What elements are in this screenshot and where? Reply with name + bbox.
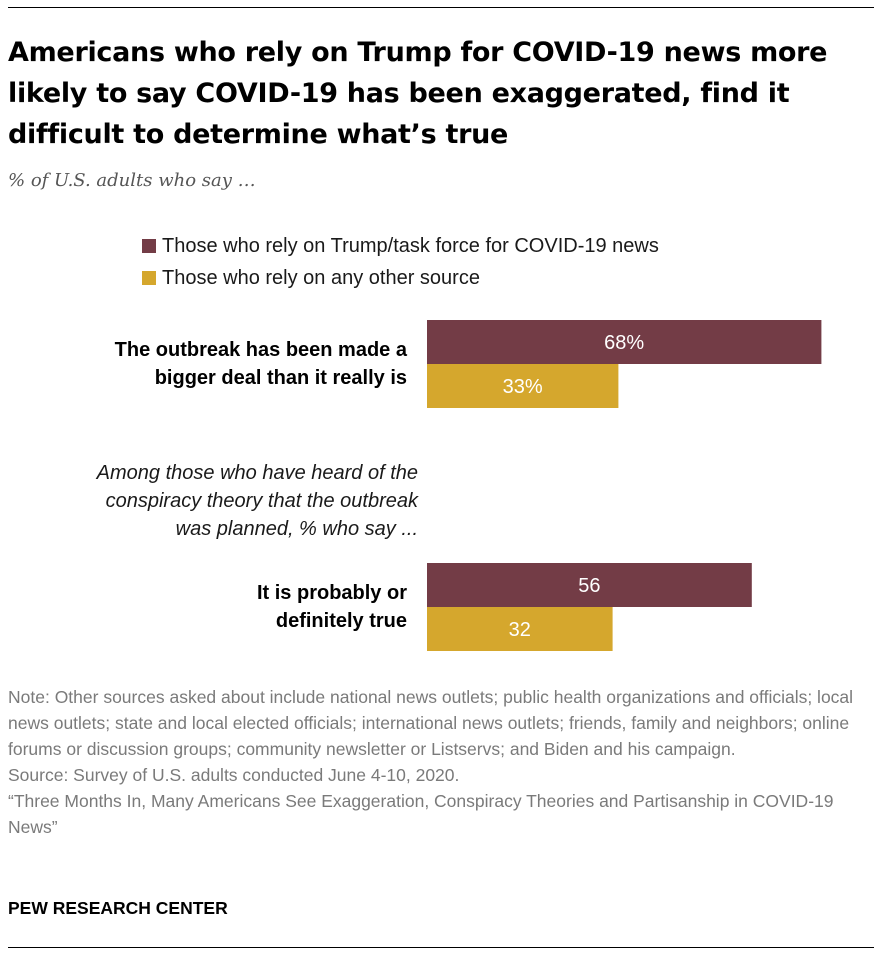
bar <box>427 563 752 607</box>
data-label: 56 <box>578 575 600 597</box>
data-label: 33% <box>503 376 543 398</box>
chart-title: Americans who rely on Trump for COVID-19… <box>8 37 828 150</box>
category-label: definitely true <box>276 610 407 632</box>
legend-label-trump: Those who rely on Trump/task force for C… <box>162 234 659 257</box>
data-label: 68% <box>604 332 644 354</box>
legend-item-trump: Those who rely on Trump/task force for C… <box>142 230 659 262</box>
legend: Those who rely on Trump/task force for C… <box>142 230 659 294</box>
data-label: 32 <box>509 619 531 641</box>
category-label: It is probably or <box>257 582 407 604</box>
report-title-text: “Three Months In, Many Americans See Exa… <box>8 791 834 837</box>
brand-logo-text: PEW RESEARCH CENTER <box>8 898 228 918</box>
legend-label-other: Those who rely on any other source <box>162 266 480 289</box>
annotation-text: was planned, % who say ... <box>176 518 418 540</box>
category-label: bigger deal than it really is <box>155 367 407 389</box>
bar-chart: The outbreak has been made a bigger deal … <box>96 320 822 651</box>
category-label: The outbreak has been made a <box>115 339 408 361</box>
legend-swatch-trump <box>142 239 156 253</box>
bar <box>427 364 619 408</box>
annotation-text: Among those who have heard of the <box>96 462 418 484</box>
chart-subtitle: % of U.S. adults who say … <box>8 170 256 191</box>
top-rule <box>8 7 874 8</box>
annotation-text: conspiracy theory that the outbreak <box>106 490 419 512</box>
bottom-rule <box>8 947 874 948</box>
note-text: Note: Other sources asked about include … <box>8 687 854 759</box>
legend-item-other: Those who rely on any other source <box>142 262 659 294</box>
bar <box>427 607 613 651</box>
legend-swatch-other <box>142 271 156 285</box>
footnotes: Note: Other sources asked about include … <box>8 684 874 840</box>
source-text: Source: Survey of U.S. adults conducted … <box>8 765 460 785</box>
bar <box>427 320 822 364</box>
